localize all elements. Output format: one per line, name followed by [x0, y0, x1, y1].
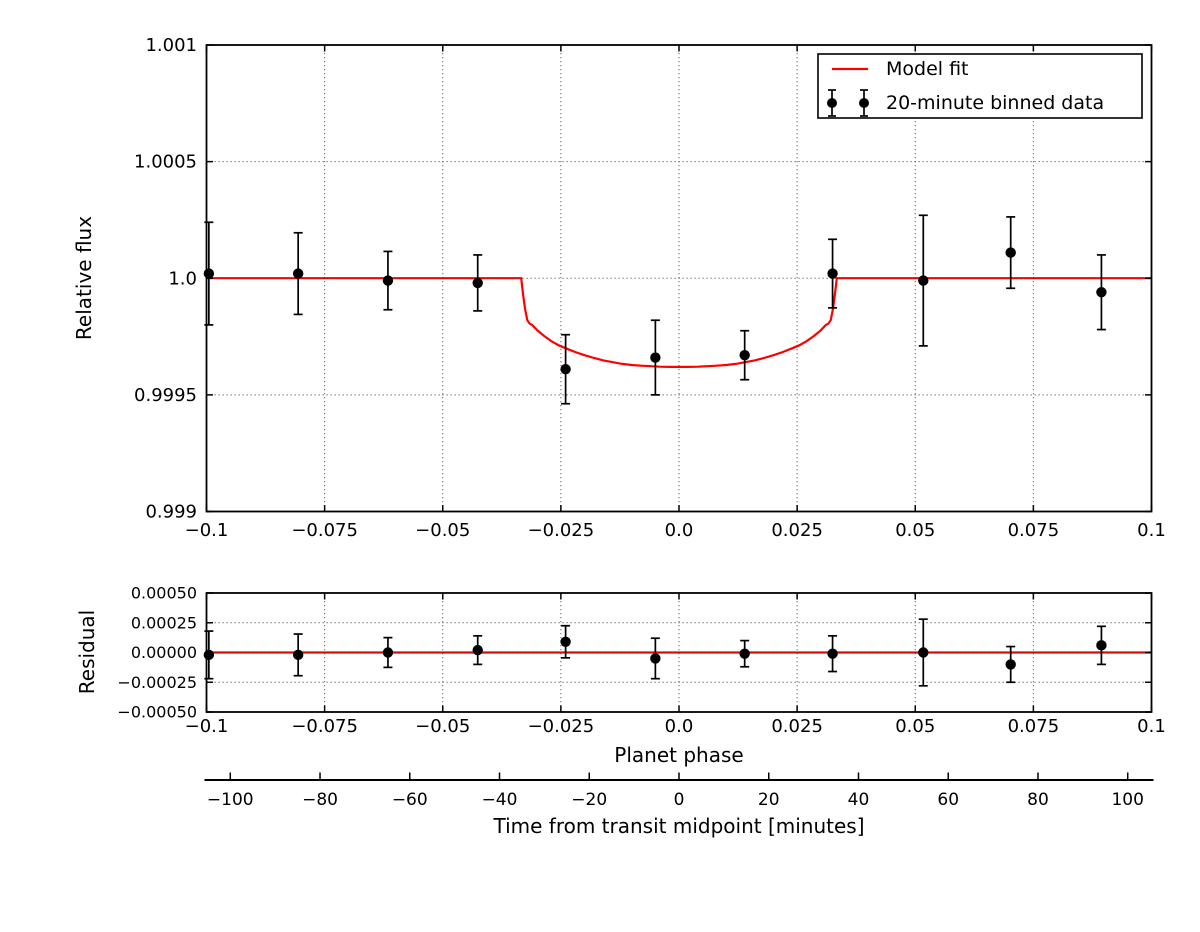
svg-text:−100: −100 — [207, 790, 254, 810]
svg-text:0.0: 0.0 — [665, 520, 694, 541]
svg-text:−0.025: −0.025 — [528, 716, 595, 737]
legend-model-fit-label: Model fit — [886, 58, 969, 80]
svg-text:1.001: 1.001 — [145, 35, 197, 56]
data-point — [650, 319, 661, 396]
svg-text:0: 0 — [674, 790, 685, 810]
flux-panel-model-line — [206, 277, 1152, 368]
svg-text:0.999: 0.999 — [145, 502, 197, 523]
data-point — [1096, 625, 1107, 666]
time-axis-tick-labels: −100 −80 −60 −40 −20 0 20 40 60 80 100 — [207, 790, 1144, 810]
svg-text:0.00025: 0.00025 — [131, 613, 197, 632]
svg-text:0.025: 0.025 — [771, 716, 823, 737]
svg-text:−0.05: −0.05 — [415, 520, 470, 541]
legend-binned-data-label: 20-minute binned data — [886, 92, 1105, 114]
data-point — [918, 618, 929, 687]
svg-text:−0.05: −0.05 — [415, 716, 470, 737]
svg-text:20: 20 — [758, 790, 780, 810]
svg-text:0.9995: 0.9995 — [134, 385, 197, 406]
svg-text:0.1: 0.1 — [1137, 520, 1166, 541]
svg-text:−20: −20 — [571, 790, 607, 810]
svg-text:−80: −80 — [302, 790, 338, 810]
data-point — [1005, 645, 1016, 684]
phase-x-axis-label: Planet phase — [614, 743, 744, 767]
residual-panel-xtick-labels: −0.1 −0.075 −0.05 −0.025 0.0 0.025 0.05 0.075 0.… — [185, 716, 1166, 737]
svg-text:0.075: 0.075 — [1008, 520, 1060, 541]
legend-marker-sample — [827, 89, 837, 117]
flux-panel-ticks — [205, 44, 1153, 513]
svg-text:60: 60 — [937, 790, 959, 810]
data-point — [827, 634, 838, 673]
svg-text:100: 100 — [1111, 790, 1143, 810]
residual-panel-ytick-labels: −0.00050 −0.00025 0.00000 0.00025 0.00050 — [117, 584, 197, 722]
svg-text:40: 40 — [848, 790, 870, 810]
data-point — [827, 238, 838, 309]
svg-text:0.05: 0.05 — [895, 520, 935, 541]
legend — [817, 53, 1143, 119]
time-x-axis-label: Time from transit midpoint [minutes] — [493, 814, 865, 838]
svg-text:80: 80 — [1027, 790, 1049, 810]
data-point — [472, 634, 483, 666]
data-point — [292, 633, 304, 677]
data-point — [650, 637, 661, 680]
flux-panel-xtick-labels: −0.1 −0.075 −0.05 −0.025 0.0 0.025 0.05 0.075 0.… — [185, 520, 1166, 541]
data-point — [292, 231, 304, 316]
svg-text:−60: −60 — [392, 790, 428, 810]
svg-text:0.1: 0.1 — [1137, 716, 1166, 737]
svg-text:0.05: 0.05 — [895, 716, 935, 737]
flux-panel: −0.1 −0.075 −0.05 −0.025 0.0 0.025 0.05 0.075 0.… — [134, 35, 1166, 541]
svg-text:0.075: 0.075 — [1008, 716, 1060, 737]
svg-text:−0.00050: −0.00050 — [117, 703, 197, 722]
data-point — [739, 639, 750, 668]
flux-panel-ytick-labels: 0.999 0.9995 1.0 1.0005 1.001 — [134, 35, 197, 523]
svg-text:−0.025: −0.025 — [528, 520, 595, 541]
svg-text:0.0: 0.0 — [665, 716, 694, 737]
svg-text:0.00000: 0.00000 — [131, 643, 197, 662]
legend-box — [817, 53, 1143, 119]
residual-panel: −0.1 −0.075 −0.05 −0.025 0.0 0.025 0.05 0.075 0.… — [117, 584, 1165, 738]
svg-text:−0.075: −0.075 — [291, 520, 358, 541]
data-point — [739, 329, 750, 381]
svg-text:0.025: 0.025 — [771, 520, 823, 541]
time-axis: −100 −80 −60 −40 −20 0 20 40 60 80 100 — [204, 772, 1154, 810]
data-point — [472, 254, 483, 312]
data-point — [560, 333, 571, 405]
flux-y-axis-label: Relative flux — [72, 215, 96, 341]
residual-y-axis-label: Residual — [75, 609, 99, 695]
data-point — [918, 214, 929, 347]
legend-marker-sample — [859, 89, 869, 117]
svg-text:1.0: 1.0 — [168, 268, 197, 289]
data-point — [1005, 216, 1016, 290]
data-point — [382, 250, 394, 311]
residual-panel-grid — [206, 593, 1152, 712]
svg-text:−0.1: −0.1 — [185, 520, 229, 541]
data-point — [1096, 254, 1107, 331]
svg-text:−0.075: −0.075 — [291, 716, 358, 737]
data-point — [560, 624, 571, 659]
svg-text:−0.1: −0.1 — [185, 716, 229, 737]
svg-text:1.0005: 1.0005 — [134, 152, 197, 173]
svg-text:−40: −40 — [482, 790, 518, 810]
residual-panel-ticks — [205, 592, 1153, 713]
flux-panel-grid — [206, 45, 1152, 512]
svg-text:−0.00025: −0.00025 — [117, 673, 197, 692]
data-point — [382, 636, 394, 669]
svg-text:0.00050: 0.00050 — [131, 584, 197, 603]
